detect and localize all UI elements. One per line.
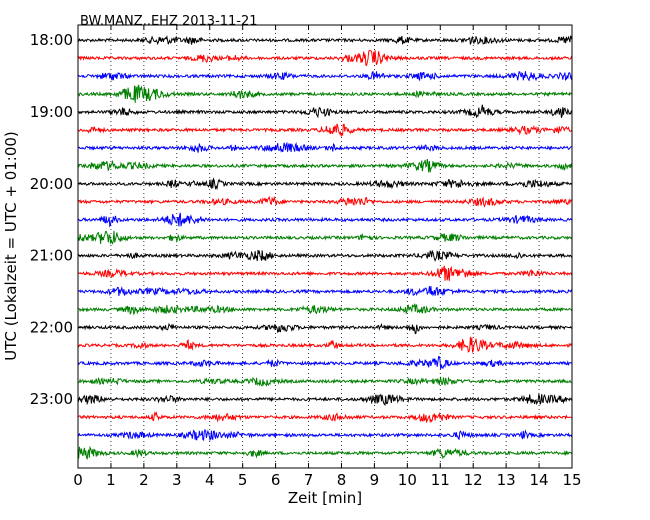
x-tick-label: 5 xyxy=(238,471,248,489)
y-tick-label: 22:00 xyxy=(30,318,73,336)
x-tick-label: 1 xyxy=(106,471,116,489)
y-tick-label: 20:00 xyxy=(30,175,73,193)
x-tick-label: 2 xyxy=(139,471,149,489)
x-tick-label: 11 xyxy=(431,471,450,489)
plot-frame xyxy=(77,24,573,469)
trace-2100 xyxy=(77,249,573,262)
x-tick-label: 7 xyxy=(304,471,314,489)
trace-2330 xyxy=(77,428,573,442)
x-tick-label: 0 xyxy=(73,471,83,489)
chart-title: BW.MANZ..EHZ 2013-11-21 xyxy=(80,14,258,29)
trace-1900 xyxy=(77,104,573,119)
x-tick-label: 3 xyxy=(172,471,182,489)
trace-1815 xyxy=(77,49,573,66)
x-tick-label: 10 xyxy=(398,471,417,489)
seismogram-traces xyxy=(77,34,573,460)
trace-2200 xyxy=(77,322,573,335)
trace-2045 xyxy=(77,230,573,245)
x-tick-label: 13 xyxy=(497,471,516,489)
trace-2000 xyxy=(77,177,573,191)
trace-2230 xyxy=(77,356,573,370)
trace-1930 xyxy=(77,141,573,153)
trace-1830 xyxy=(77,70,573,82)
x-tick-label: 12 xyxy=(464,471,483,489)
trace-1945 xyxy=(77,158,573,173)
trace-2345 xyxy=(77,445,573,460)
trace-1800 xyxy=(77,34,573,46)
trace-2315 xyxy=(78,411,573,424)
x-tick-label: 6 xyxy=(271,471,281,489)
trace-2030 xyxy=(77,212,573,228)
x-axis-label: Zeit [min] xyxy=(288,489,362,507)
x-tick-label: 9 xyxy=(370,471,380,489)
y-axis: 18:00 19:00 20:00 21:00 22:00 23:00 xyxy=(30,31,83,408)
y-tick-label: 21:00 xyxy=(30,247,73,265)
x-tick-label: 8 xyxy=(337,471,347,489)
y-tick-label: 18:00 xyxy=(30,31,73,49)
x-axis: 0 1 2 3 4 5 6 7 8 9 10 11 12 13 14 15 xyxy=(73,25,582,489)
trace-1845 xyxy=(77,84,573,103)
trace-2015 xyxy=(77,195,573,208)
x-tick-label: 14 xyxy=(530,471,549,489)
y-tick-label: 19:00 xyxy=(30,103,73,121)
trace-1915 xyxy=(77,123,573,138)
trace-2215 xyxy=(77,336,573,353)
trace-2245 xyxy=(77,376,573,387)
y-axis-label: UTC (Lokalzeit = UTC + 01:00) xyxy=(2,131,20,361)
trace-2145 xyxy=(77,302,573,316)
y-tick-label: 23:00 xyxy=(30,390,73,408)
trace-2115 xyxy=(77,265,573,281)
trace-2300 xyxy=(77,392,573,407)
x-tick-label: 4 xyxy=(205,471,215,489)
x-tick-label: 15 xyxy=(562,471,581,489)
trace-2130 xyxy=(77,285,573,297)
